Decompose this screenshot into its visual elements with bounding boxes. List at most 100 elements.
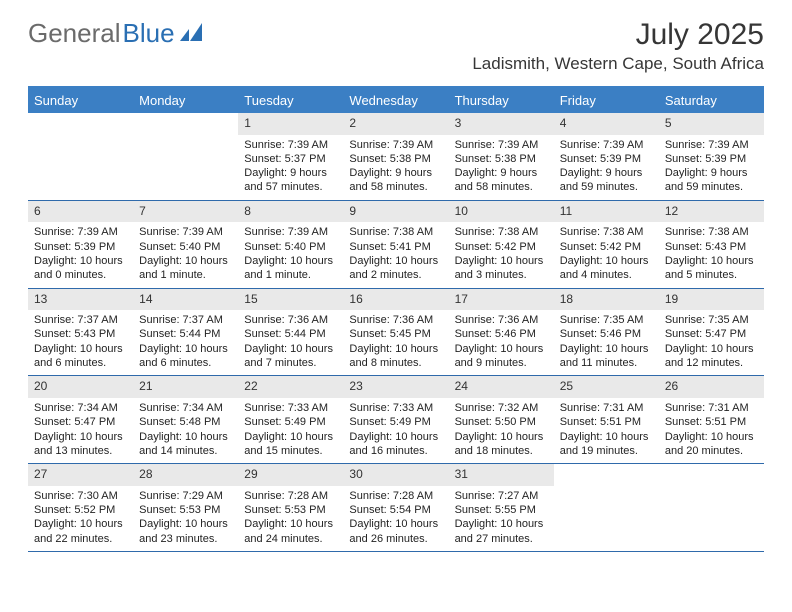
day-info-line: Sunrise: 7:31 AM	[560, 401, 653, 415]
day-cell: 23Sunrise: 7:33 AMSunset: 5:49 PMDayligh…	[343, 376, 448, 463]
day-info-line: Daylight: 10 hours	[455, 517, 548, 531]
day-body: Sunrise: 7:35 AMSunset: 5:46 PMDaylight:…	[554, 310, 659, 375]
day-info-line: Daylight: 10 hours	[34, 342, 127, 356]
day-number: 3	[449, 113, 554, 135]
day-header: Saturday	[659, 88, 764, 113]
page-header: General Blue July 2025 Ladismith, Wester…	[0, 0, 792, 78]
day-cell: 24Sunrise: 7:32 AMSunset: 5:50 PMDayligh…	[449, 376, 554, 463]
day-body: Sunrise: 7:31 AMSunset: 5:51 PMDaylight:…	[659, 398, 764, 463]
day-cell: 16Sunrise: 7:36 AMSunset: 5:45 PMDayligh…	[343, 289, 448, 376]
day-info-line: Daylight: 9 hours	[244, 166, 337, 180]
day-info-line: Sunrise: 7:30 AM	[34, 489, 127, 503]
day-number: 16	[343, 289, 448, 311]
day-cell: 11Sunrise: 7:38 AMSunset: 5:42 PMDayligh…	[554, 201, 659, 288]
day-info-line: Sunrise: 7:39 AM	[349, 138, 442, 152]
day-cell: 30Sunrise: 7:28 AMSunset: 5:54 PMDayligh…	[343, 464, 448, 551]
day-number: 2	[343, 113, 448, 135]
day-info-line: Sunset: 5:47 PM	[665, 327, 758, 341]
day-number: 5	[659, 113, 764, 135]
day-info-line: and 1 minute.	[139, 268, 232, 282]
day-cell: 19Sunrise: 7:35 AMSunset: 5:47 PMDayligh…	[659, 289, 764, 376]
day-number: 20	[28, 376, 133, 398]
day-info-line: Sunset: 5:46 PM	[560, 327, 653, 341]
day-info-line: Daylight: 10 hours	[455, 342, 548, 356]
day-info-line: Sunset: 5:43 PM	[34, 327, 127, 341]
day-info-line: and 57 minutes.	[244, 180, 337, 194]
day-cell: 6Sunrise: 7:39 AMSunset: 5:39 PMDaylight…	[28, 201, 133, 288]
day-info-line: Sunset: 5:38 PM	[349, 152, 442, 166]
day-number: 7	[133, 201, 238, 223]
day-cell: 1Sunrise: 7:39 AMSunset: 5:37 PMDaylight…	[238, 113, 343, 200]
day-info-line: Sunrise: 7:33 AM	[244, 401, 337, 415]
day-cell: 22Sunrise: 7:33 AMSunset: 5:49 PMDayligh…	[238, 376, 343, 463]
day-info-line: Sunset: 5:39 PM	[665, 152, 758, 166]
day-info-line: Daylight: 9 hours	[455, 166, 548, 180]
day-number: 21	[133, 376, 238, 398]
day-info-line: Sunrise: 7:28 AM	[244, 489, 337, 503]
day-number: 23	[343, 376, 448, 398]
day-cell: 2Sunrise: 7:39 AMSunset: 5:38 PMDaylight…	[343, 113, 448, 200]
week-row: 13Sunrise: 7:37 AMSunset: 5:43 PMDayligh…	[28, 289, 764, 377]
day-body: Sunrise: 7:39 AMSunset: 5:40 PMDaylight:…	[238, 222, 343, 287]
day-info-line: and 7 minutes.	[244, 356, 337, 370]
week-row: 6Sunrise: 7:39 AMSunset: 5:39 PMDaylight…	[28, 201, 764, 289]
day-cell: 31Sunrise: 7:27 AMSunset: 5:55 PMDayligh…	[449, 464, 554, 551]
day-info-line: Daylight: 10 hours	[349, 342, 442, 356]
day-info-line: Sunrise: 7:36 AM	[244, 313, 337, 327]
day-body: Sunrise: 7:39 AMSunset: 5:39 PMDaylight:…	[659, 135, 764, 200]
day-info-line: Sunrise: 7:35 AM	[665, 313, 758, 327]
day-info-line: Daylight: 10 hours	[244, 254, 337, 268]
day-number: 14	[133, 289, 238, 311]
day-info-line: and 11 minutes.	[560, 356, 653, 370]
day-info-line: Daylight: 9 hours	[560, 166, 653, 180]
day-info-line: and 24 minutes.	[244, 532, 337, 546]
day-info-line: Sunset: 5:54 PM	[349, 503, 442, 517]
day-number: 27	[28, 464, 133, 486]
day-info-line: Daylight: 10 hours	[139, 254, 232, 268]
day-cell: 25Sunrise: 7:31 AMSunset: 5:51 PMDayligh…	[554, 376, 659, 463]
day-info-line: Daylight: 10 hours	[349, 517, 442, 531]
day-info-line: and 9 minutes.	[455, 356, 548, 370]
day-cell: 5Sunrise: 7:39 AMSunset: 5:39 PMDaylight…	[659, 113, 764, 200]
day-info-line: Daylight: 10 hours	[139, 342, 232, 356]
logo: General Blue	[28, 18, 208, 49]
day-cell: 9Sunrise: 7:38 AMSunset: 5:41 PMDaylight…	[343, 201, 448, 288]
day-body: Sunrise: 7:36 AMSunset: 5:45 PMDaylight:…	[343, 310, 448, 375]
day-body: Sunrise: 7:35 AMSunset: 5:47 PMDaylight:…	[659, 310, 764, 375]
day-cell: 13Sunrise: 7:37 AMSunset: 5:43 PMDayligh…	[28, 289, 133, 376]
location-text: Ladismith, Western Cape, South Africa	[472, 54, 764, 74]
day-info-line: and 16 minutes.	[349, 444, 442, 458]
day-body: Sunrise: 7:38 AMSunset: 5:42 PMDaylight:…	[554, 222, 659, 287]
day-info-line: and 4 minutes.	[560, 268, 653, 282]
day-body: Sunrise: 7:39 AMSunset: 5:37 PMDaylight:…	[238, 135, 343, 200]
day-info-line: Daylight: 10 hours	[560, 430, 653, 444]
day-info-line: and 20 minutes.	[665, 444, 758, 458]
day-body: Sunrise: 7:37 AMSunset: 5:44 PMDaylight:…	[133, 310, 238, 375]
day-body: Sunrise: 7:34 AMSunset: 5:47 PMDaylight:…	[28, 398, 133, 463]
day-info-line: and 59 minutes.	[665, 180, 758, 194]
day-info-line: Sunrise: 7:36 AM	[349, 313, 442, 327]
day-info-line: Sunset: 5:39 PM	[560, 152, 653, 166]
day-cell: 17Sunrise: 7:36 AMSunset: 5:46 PMDayligh…	[449, 289, 554, 376]
day-info-line: Sunrise: 7:38 AM	[665, 225, 758, 239]
day-body: Sunrise: 7:33 AMSunset: 5:49 PMDaylight:…	[238, 398, 343, 463]
day-info-line: and 6 minutes.	[34, 356, 127, 370]
day-info-line: and 26 minutes.	[349, 532, 442, 546]
day-info-line: and 1 minute.	[244, 268, 337, 282]
day-number: 12	[659, 201, 764, 223]
day-cell: 26Sunrise: 7:31 AMSunset: 5:51 PMDayligh…	[659, 376, 764, 463]
day-body: Sunrise: 7:36 AMSunset: 5:44 PMDaylight:…	[238, 310, 343, 375]
day-info-line: and 14 minutes.	[139, 444, 232, 458]
day-number: 24	[449, 376, 554, 398]
day-header: Monday	[133, 88, 238, 113]
day-body: Sunrise: 7:39 AMSunset: 5:40 PMDaylight:…	[133, 222, 238, 287]
day-number: 25	[554, 376, 659, 398]
day-info-line: Daylight: 10 hours	[139, 430, 232, 444]
day-number: 1	[238, 113, 343, 135]
day-info-line: Sunset: 5:42 PM	[560, 240, 653, 254]
day-cell: 4Sunrise: 7:39 AMSunset: 5:39 PMDaylight…	[554, 113, 659, 200]
day-cell: 27Sunrise: 7:30 AMSunset: 5:52 PMDayligh…	[28, 464, 133, 551]
day-number: 6	[28, 201, 133, 223]
day-info-line: Sunset: 5:53 PM	[139, 503, 232, 517]
day-body: Sunrise: 7:27 AMSunset: 5:55 PMDaylight:…	[449, 486, 554, 551]
